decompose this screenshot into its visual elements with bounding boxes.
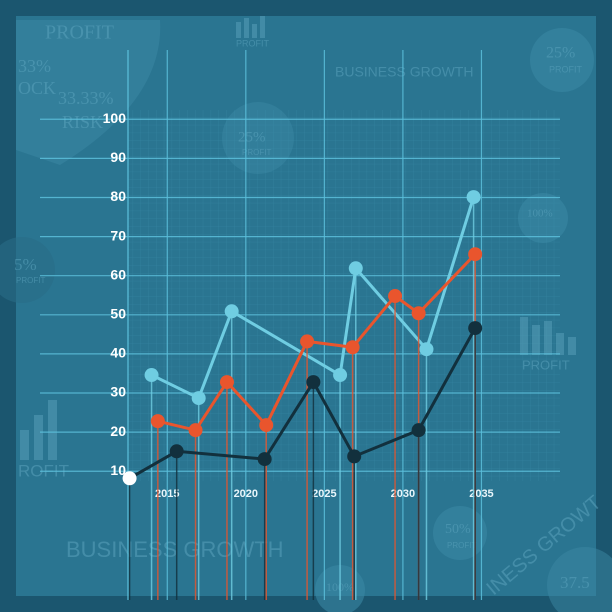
- deco-bar: [236, 22, 241, 38]
- point: [419, 342, 434, 357]
- decoration-text: PROFIT: [447, 541, 476, 550]
- x-tick-label: 2015: [155, 488, 179, 500]
- decoration-text: PROFIT: [45, 22, 114, 44]
- y-tick-label: 20: [110, 423, 126, 439]
- y-tick-label: 30: [110, 384, 126, 400]
- point: [300, 334, 315, 349]
- point: [345, 340, 360, 355]
- deco-bar: [48, 400, 57, 460]
- deco-pie: [16, 20, 161, 165]
- decoration-text: PROFIT: [549, 64, 583, 74]
- point: [347, 449, 362, 464]
- decoration-text: OCK: [18, 78, 56, 98]
- decoration-text: PROFIT: [522, 357, 570, 372]
- point: [150, 414, 165, 429]
- decoration-text: 25%: [238, 129, 266, 145]
- y-tick-label: 80: [110, 188, 126, 204]
- y-tick-label: 70: [110, 227, 126, 243]
- deco-bar: [20, 430, 29, 460]
- point: [191, 391, 206, 406]
- deco-bar: [532, 325, 540, 355]
- x-tick-label: 2025: [312, 488, 336, 500]
- point: [411, 423, 426, 438]
- point: [122, 471, 137, 486]
- decoration-text: 50%: [445, 522, 471, 537]
- deco-bar: [520, 317, 528, 355]
- point: [257, 452, 272, 467]
- deco-circle: [0, 237, 55, 303]
- decoration-text: 5%: [14, 255, 37, 274]
- deco-bar: [568, 337, 576, 355]
- point: [144, 368, 159, 383]
- deco-circle: [530, 28, 594, 92]
- point: [259, 418, 274, 433]
- deco-bar: [556, 333, 564, 355]
- x-tick-label: 2020: [234, 488, 258, 500]
- point: [306, 375, 321, 390]
- x-tick-label: 2030: [391, 488, 415, 500]
- point: [219, 375, 234, 390]
- decoration-text: 37.5: [560, 573, 590, 592]
- decoration-text: 25%: [546, 45, 575, 62]
- y-tick-label: 50: [110, 306, 126, 322]
- point: [348, 261, 363, 276]
- decoration-text: BUSINESS GROWTH: [335, 64, 473, 80]
- y-tick-label: 60: [110, 266, 126, 282]
- point: [224, 304, 239, 319]
- y-tick-label: 90: [110, 149, 126, 165]
- deco-bar: [34, 415, 43, 460]
- minor-grid: [128, 110, 560, 481]
- y-tick-label: 40: [110, 345, 126, 361]
- y-tick-label: 100: [103, 110, 127, 126]
- point: [188, 423, 203, 438]
- point: [468, 247, 483, 262]
- plot: [122, 190, 483, 600]
- decoration-text: BUSINESS GROWTH: [66, 537, 284, 562]
- decoration-text: PROFIT: [236, 38, 270, 48]
- point: [333, 368, 348, 383]
- point: [468, 321, 483, 336]
- decoration-text: RISK: [62, 112, 103, 132]
- deco-bar: [252, 24, 257, 38]
- point: [169, 444, 184, 459]
- deco-circle: [547, 547, 612, 612]
- deco-bar: [544, 321, 552, 355]
- decoration-text: PROFIT: [16, 276, 45, 285]
- decoration-text: 100%: [527, 208, 553, 220]
- y-tick-label: 10: [110, 462, 126, 478]
- deco-bar: [260, 16, 265, 38]
- point: [411, 306, 426, 321]
- decoration-text: 33%: [18, 56, 51, 76]
- deco-bar: [244, 18, 249, 38]
- decoration-text: 33.33%: [58, 88, 114, 108]
- point: [388, 289, 403, 304]
- point: [466, 190, 481, 205]
- decoration-text: PROFIT: [242, 148, 271, 157]
